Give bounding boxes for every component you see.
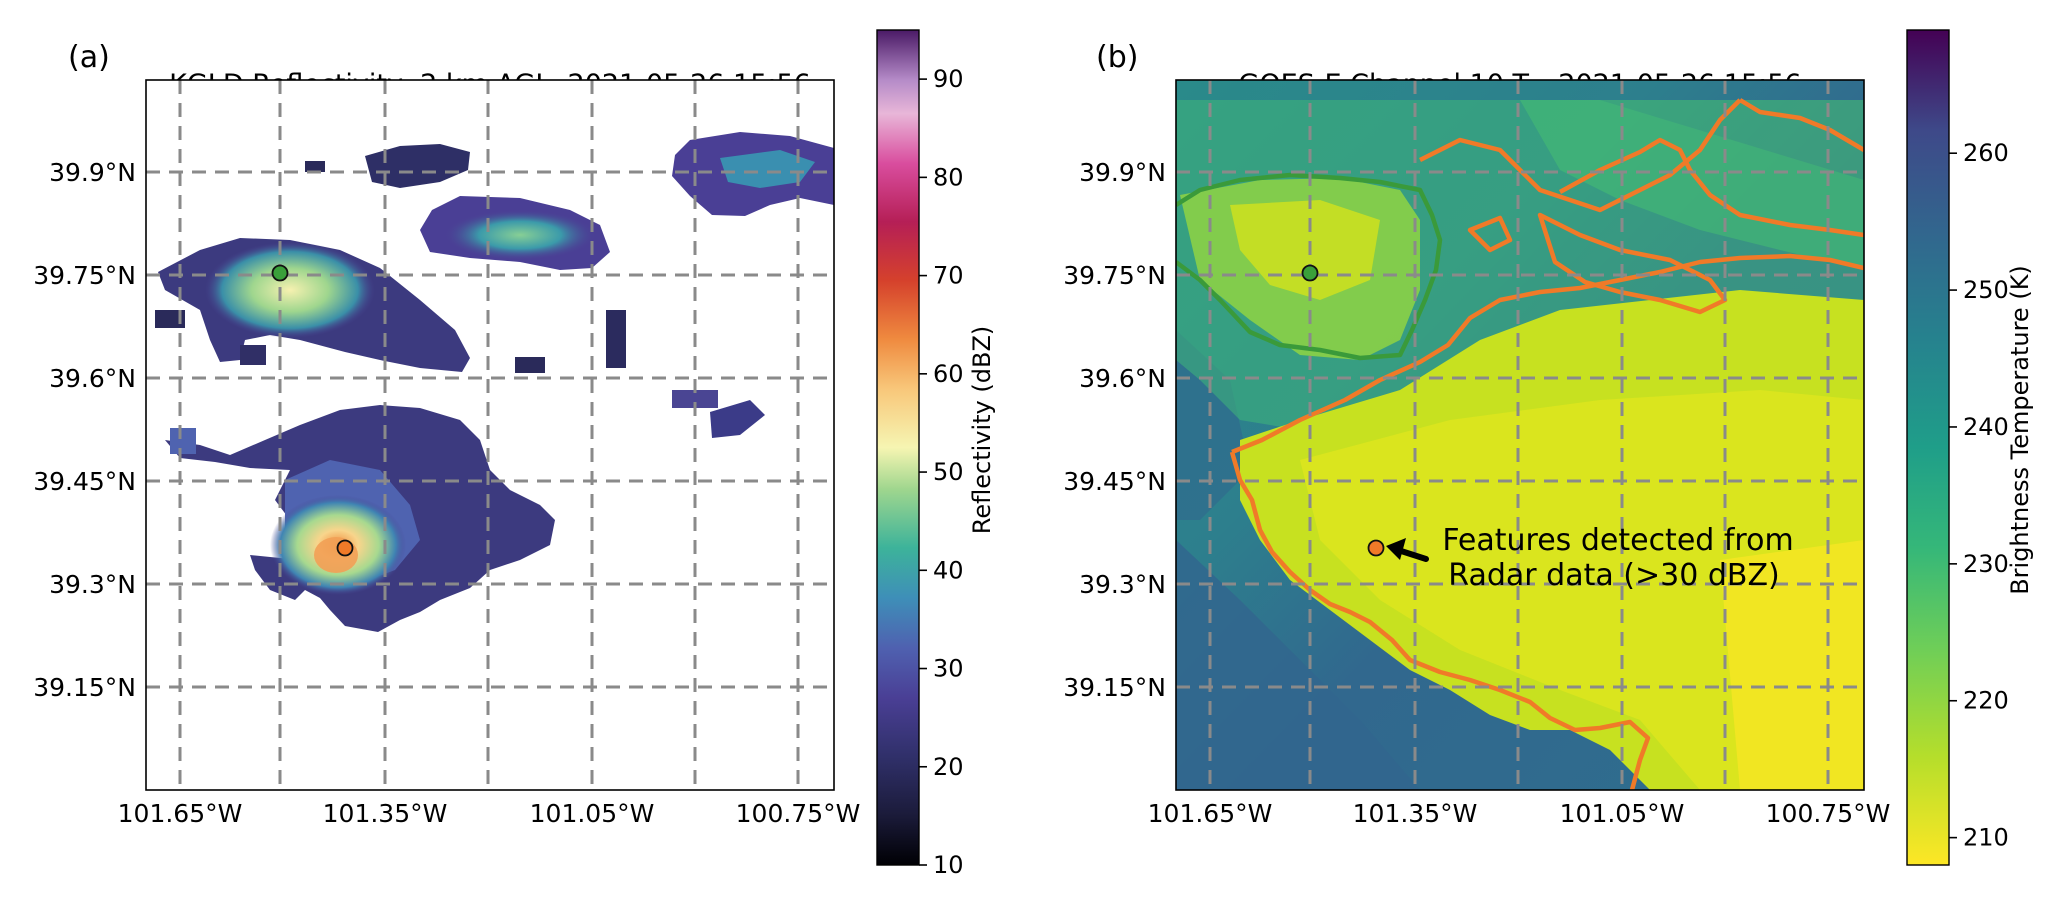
y-tick-label: 39.6°N	[49, 364, 136, 393]
y-tick-label: 39.75°N	[33, 261, 136, 290]
colorbar-tick-label: 20	[933, 753, 964, 781]
panel-b-frame	[1175, 79, 1865, 791]
x-tick-label: 101.05°W	[530, 799, 655, 828]
y-tick-label: 39.45°N	[33, 467, 136, 496]
colorbar-tick-label: 220	[1963, 687, 2009, 715]
y-tick-label: 39.6°N	[1079, 364, 1166, 393]
colorbar-tick-label: 250	[1963, 276, 2009, 304]
colorbar-tick-label: 230	[1963, 550, 2009, 578]
panel-b-gridlines	[1176, 80, 1864, 790]
colorbar-tick-label: 80	[933, 163, 964, 191]
colorbar-tick-label: 240	[1963, 413, 2009, 441]
panel-b: (b) GOES-E Channel 10 Tb, 2021-05-26 15:…	[1063, 29, 2034, 866]
marker-green	[271, 264, 289, 282]
colorbar-tick-label: 30	[933, 655, 964, 683]
colorbar-tick-label: 90	[933, 65, 964, 93]
brightness-temperature-field	[1176, 80, 1864, 790]
second-feature-contour	[1176, 172, 1443, 361]
colorbar-tick-label: 50	[933, 458, 964, 486]
marker-orange	[336, 539, 354, 557]
colorbar-reflectivity: 10 20 30 40 50 60 70 80 90 Reflectivity (dBZ)	[876, 29, 996, 879]
x-tick-label: 101.65°W	[1148, 799, 1273, 828]
panel-a: (a) KGLD Reflectivity, 2 km AGL, 2021-05…	[33, 29, 996, 879]
colorbar-brightness-temperature: 210 220 230 240 250 260 Brightness Temperatur…	[1906, 29, 2034, 866]
reflectivity-field	[146, 80, 834, 790]
y-tick-label: 39.3°N	[1079, 570, 1166, 599]
y-tick-label: 39.9°N	[1079, 158, 1166, 187]
colorbar-tick-label: 40	[933, 556, 964, 584]
x-tick-label: 101.35°W	[323, 799, 448, 828]
colorbar-tick-label: 10	[933, 851, 964, 879]
colorbar-brightness-temperature-label: Brightness Temperature (K)	[2006, 265, 2034, 595]
echo-top-small	[365, 144, 470, 188]
colorbar-tick-label: 70	[933, 262, 964, 290]
colorbar-reflectivity-label: Reflectivity (dBZ)	[968, 326, 996, 535]
panel-b-y-ticks: 39.9°N 39.75°N 39.6°N 39.45°N 39.3°N 39.…	[1063, 158, 1166, 702]
colorbar-tick-label: 210	[1963, 824, 2009, 852]
panel-a-frame	[145, 79, 835, 791]
y-tick-label: 39.15°N	[33, 673, 136, 702]
panel-a-letter: (a)	[68, 40, 110, 75]
x-tick-label: 101.35°W	[1353, 799, 1478, 828]
annotation-arrow	[1386, 538, 1429, 562]
radar-feature-contour-south	[1229, 253, 1864, 790]
radar-feature-contour-north	[1418, 98, 1864, 315]
x-tick-label: 101.05°W	[1560, 799, 1685, 828]
y-tick-label: 39.3°N	[49, 570, 136, 599]
x-tick-label: 100.75°W	[1766, 799, 1891, 828]
y-tick-label: 39.45°N	[1063, 467, 1166, 496]
panel-b-letter: (b)	[1096, 40, 1138, 75]
marker-green	[1301, 264, 1319, 282]
y-tick-label: 39.9°N	[49, 158, 136, 187]
x-tick-label: 101.65°W	[118, 799, 243, 828]
y-tick-label: 39.75°N	[1063, 261, 1166, 290]
annotation-line-2: Radar data (>30 dBZ)	[1448, 558, 1779, 593]
panel-b-x-ticks: 101.65°W 101.35°W 101.05°W 100.75°W	[1148, 799, 1891, 828]
x-tick-label: 100.75°W	[736, 799, 861, 828]
panel-a-gridlines	[146, 80, 834, 790]
marker-orange	[1367, 539, 1385, 557]
panel-a-y-ticks: 39.9°N 39.75°N 39.6°N 39.45°N 39.3°N 39.…	[33, 158, 136, 702]
y-tick-label: 39.15°N	[1063, 673, 1166, 702]
colorbar-tick-label: 260	[1963, 139, 2009, 167]
colorbar-tick-label: 60	[933, 360, 964, 388]
panel-a-x-ticks: 101.65°W 101.35°W 101.05°W 100.75°W	[118, 799, 861, 828]
annotation-line-1: Features detected from	[1442, 523, 1793, 558]
